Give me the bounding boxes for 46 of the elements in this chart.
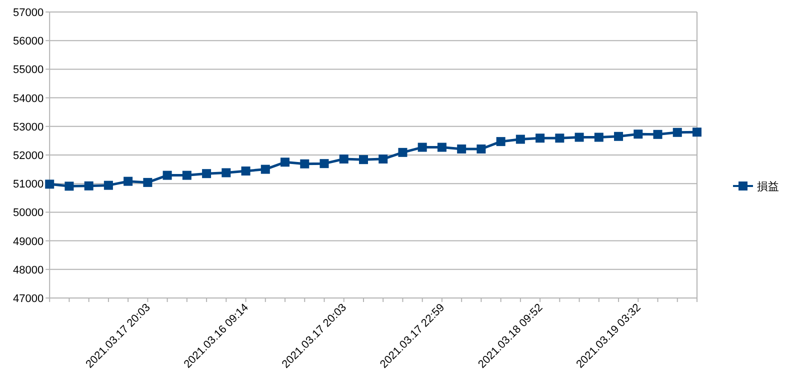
point xyxy=(124,176,133,186)
y-tick-label: 57000 xyxy=(13,7,44,19)
legend-label: 損益 xyxy=(757,181,779,193)
point xyxy=(594,132,604,142)
point xyxy=(692,128,702,137)
y-tick-label: 55000 xyxy=(13,64,44,76)
y-tick-label: 54000 xyxy=(13,92,44,105)
point xyxy=(280,158,290,167)
y-tick-label: 49000 xyxy=(13,236,44,248)
point xyxy=(614,132,624,141)
point xyxy=(64,182,74,191)
point xyxy=(634,130,643,139)
point xyxy=(241,166,250,176)
point xyxy=(300,159,310,168)
point xyxy=(358,155,368,164)
point xyxy=(672,128,682,137)
point xyxy=(222,168,231,178)
point xyxy=(536,134,545,143)
y-tick-label: 48000 xyxy=(13,264,44,276)
y-tick-label: 52000 xyxy=(13,150,44,162)
y-tick-label: 47000 xyxy=(13,293,44,305)
point xyxy=(418,142,427,152)
point xyxy=(202,169,212,178)
y-tick-label: 51000 xyxy=(13,178,44,191)
point xyxy=(457,144,466,154)
point xyxy=(555,134,564,143)
point xyxy=(260,164,270,174)
point xyxy=(104,180,113,190)
point xyxy=(653,130,662,139)
point xyxy=(182,170,192,180)
point xyxy=(320,159,329,168)
point xyxy=(339,154,348,164)
y-tick-label: 56000 xyxy=(13,36,44,48)
point xyxy=(84,181,94,190)
point xyxy=(516,134,525,144)
point xyxy=(398,148,408,157)
point xyxy=(574,132,584,142)
point xyxy=(378,154,388,164)
point xyxy=(45,180,54,189)
point xyxy=(437,142,446,152)
y-tick-label: 53000 xyxy=(13,121,44,134)
point xyxy=(496,137,506,146)
y-tick-label: 50000 xyxy=(13,207,44,220)
point xyxy=(162,170,172,180)
point xyxy=(476,144,486,154)
point xyxy=(143,178,152,187)
